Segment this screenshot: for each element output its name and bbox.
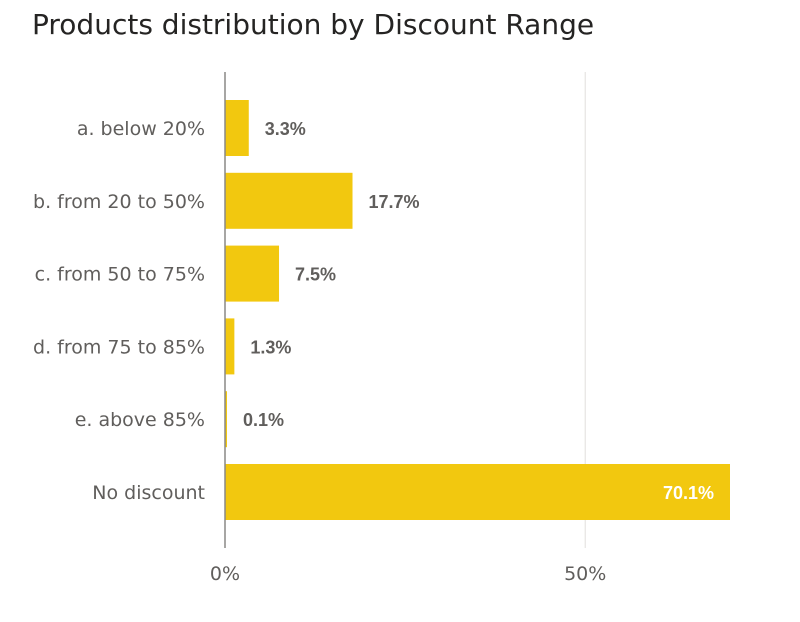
bar (225, 245, 280, 302)
data-label: 1.3% (250, 337, 291, 357)
bar (225, 100, 249, 156)
category-label: d. from 75 to 85% (33, 336, 205, 358)
category-label: b. from 20 to 50% (33, 191, 205, 213)
category-labels: a. below 20% b. from 20 to 50% c. from 50 … (33, 118, 205, 504)
category-label: a. below 20% (77, 118, 205, 140)
x-tick-labels: 0% 50% (210, 563, 606, 585)
data-label: 70.1% (663, 483, 714, 503)
category-label: c. from 50 to 75% (35, 264, 205, 286)
chart-title: Products distribution by Discount Range (32, 8, 595, 41)
data-label: 0.1% (243, 410, 284, 430)
bar (225, 464, 730, 520)
data-label: 3.3% (265, 119, 306, 139)
category-label: e. above 85% (75, 409, 205, 431)
data-labels: 3.3% 17.7% 7.5% 1.3% 0.1% 70.1% (243, 119, 714, 503)
bars (225, 100, 730, 520)
bar (225, 318, 235, 375)
x-tick-label: 0% (210, 563, 240, 585)
bar (225, 391, 227, 448)
bar (225, 172, 353, 229)
category-label: No discount (92, 482, 205, 504)
data-label: 17.7% (369, 192, 420, 212)
x-tick-label: 50% (564, 563, 606, 585)
data-label: 7.5% (295, 265, 336, 285)
